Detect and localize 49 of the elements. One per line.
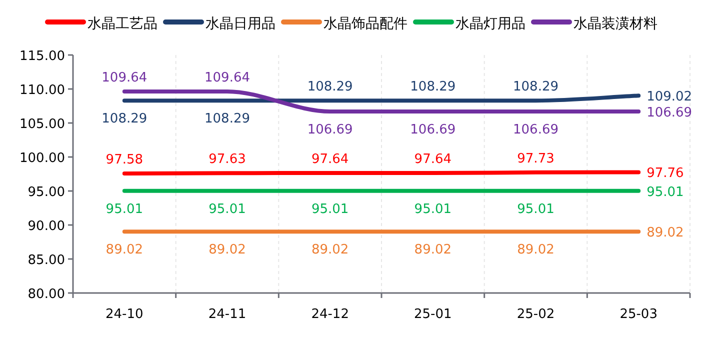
legend-label: 水晶装潢材料 bbox=[574, 16, 658, 32]
y-tick-label: 80.00 bbox=[28, 287, 65, 302]
data-label: 95.01 bbox=[646, 184, 684, 200]
data-label: 95.01 bbox=[311, 202, 349, 217]
data-label: 108.29 bbox=[410, 80, 456, 95]
data-label: 97.63 bbox=[208, 152, 246, 168]
data-label: 89.02 bbox=[311, 242, 349, 258]
data-label: 95.01 bbox=[106, 202, 144, 217]
legend-label: 水晶工艺品 bbox=[88, 16, 158, 32]
y-tick-label: 100.00 bbox=[20, 151, 65, 166]
x-tick-label: 24-12 bbox=[311, 307, 349, 322]
x-tick-label: 25-01 bbox=[414, 307, 452, 322]
data-label: 97.64 bbox=[414, 152, 452, 168]
y-tick-label: 85.00 bbox=[28, 253, 65, 268]
data-label: 95.01 bbox=[517, 202, 554, 217]
data-label: 108.29 bbox=[204, 112, 250, 127]
data-label: 109.64 bbox=[102, 70, 148, 86]
legend-label: 水晶饰品配件 bbox=[324, 16, 408, 32]
data-label: 106.69 bbox=[513, 122, 558, 138]
y-tick-label: 95.00 bbox=[28, 185, 65, 200]
legend-label: 水晶灯用品 bbox=[456, 16, 526, 32]
data-label: 106.69 bbox=[410, 122, 456, 138]
data-label: 109.02 bbox=[646, 90, 692, 105]
data-label: 89.02 bbox=[414, 242, 452, 258]
data-label: 106.69 bbox=[646, 106, 692, 121]
data-label: 106.69 bbox=[307, 122, 353, 138]
y-tick-label: 110.00 bbox=[20, 83, 65, 98]
y-tick-label: 90.00 bbox=[28, 219, 65, 234]
data-label: 108.29 bbox=[102, 112, 148, 127]
data-label: 89.02 bbox=[517, 242, 554, 258]
x-tick-label: 25-02 bbox=[516, 307, 555, 322]
data-label: 89.02 bbox=[106, 242, 144, 258]
legend-label: 水晶日用品 bbox=[206, 16, 276, 32]
data-label: 108.29 bbox=[307, 80, 353, 95]
data-label: 95.01 bbox=[208, 202, 246, 217]
data-label: 97.64 bbox=[311, 152, 349, 168]
data-label: 95.01 bbox=[414, 202, 452, 217]
data-label: 97.58 bbox=[106, 152, 144, 168]
data-label: 89.02 bbox=[208, 242, 246, 258]
data-label: 109.64 bbox=[204, 70, 250, 86]
data-label: 97.73 bbox=[517, 151, 554, 166]
y-tick-label: 115.00 bbox=[20, 49, 65, 64]
data-label: 108.29 bbox=[513, 80, 558, 95]
x-tick-label: 24-11 bbox=[208, 307, 246, 322]
data-label: 97.76 bbox=[646, 166, 684, 182]
data-label: 89.02 bbox=[646, 226, 684, 241]
x-tick-label: 24-10 bbox=[106, 307, 144, 322]
x-tick-label: 25-03 bbox=[620, 307, 658, 322]
y-tick-label: 105.00 bbox=[20, 117, 65, 132]
